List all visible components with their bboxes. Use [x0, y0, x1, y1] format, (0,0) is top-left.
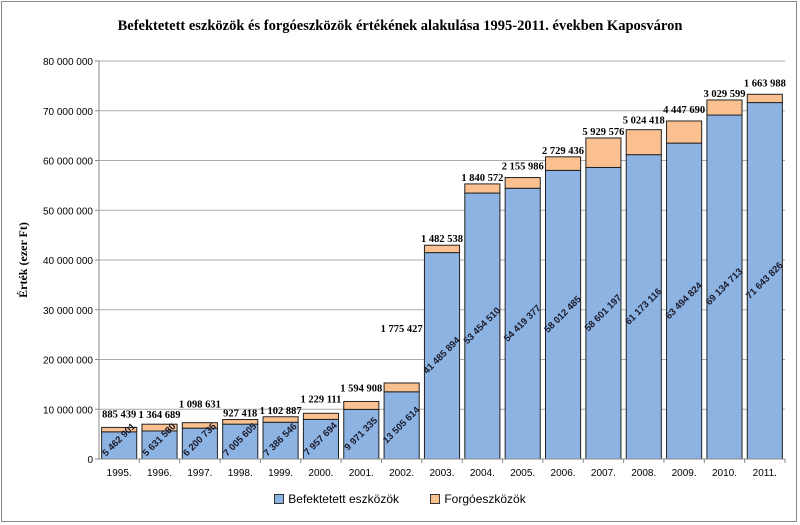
data-label-forgo: 5 024 418 — [623, 116, 665, 127]
y-tick-label: 30 000 000 — [43, 306, 93, 317]
x-tick-label: 2002. — [389, 468, 414, 479]
y-tick-label: 10 000 000 — [43, 405, 93, 416]
data-label-forgo: 1 663 988 — [744, 78, 786, 89]
bar-forgo — [706, 99, 743, 116]
x-tick-label: 2001. — [349, 468, 374, 479]
bar-befektetett — [262, 421, 299, 460]
x-tick-label: 2011. — [753, 468, 777, 479]
legend-item-befektetett: Befektetett eszközök — [274, 492, 399, 506]
y-tick-label: 0 — [87, 455, 93, 466]
bar-forgo — [504, 177, 541, 189]
data-label-forgo: 2 155 986 — [502, 162, 544, 173]
data-label-forgo: 1 482 538 — [421, 234, 463, 245]
y-axis-label: Érték (ezer Ft) — [16, 222, 30, 298]
bar-forgo — [585, 137, 622, 168]
bar-forgo — [383, 382, 420, 393]
x-tick-label: 2004. — [470, 468, 495, 479]
y-tick-label: 80 000 000 — [43, 57, 93, 68]
y-tick-label: 50 000 000 — [43, 206, 93, 217]
bar-befektetett — [101, 431, 138, 460]
bar-befektetett — [746, 102, 783, 460]
data-label-forgo: 1 229 111 — [301, 394, 342, 405]
data-label-forgo: 1 102 887 — [260, 406, 302, 417]
x-tick-label: 2006. — [551, 468, 576, 479]
data-label-forgo: 1 098 631 — [179, 400, 221, 411]
bar-forgo — [423, 244, 461, 254]
bar-befektetett — [302, 418, 339, 460]
bar-befektetett — [666, 142, 703, 460]
x-tick-label: 1995. — [107, 468, 132, 479]
chart-title: Befektetett eszközök és forgóeszközök ér… — [117, 18, 683, 34]
legend-item-forgo: Forgóeszközök — [430, 492, 526, 506]
bar-forgo — [101, 426, 138, 433]
data-label-forgo: 885 439 — [102, 409, 136, 420]
y-tick-label: 60 000 000 — [43, 157, 93, 168]
data-label-forgo: 2 729 436 — [542, 146, 584, 157]
data-label-forgo: 1 775 427 — [381, 324, 423, 335]
x-tick-label: 2003. — [429, 468, 454, 479]
x-tick-label: 2000. — [308, 468, 333, 479]
x-tick-label: 2008. — [631, 468, 656, 479]
legend-label: Befektetett eszközök — [288, 492, 399, 506]
bar-forgo — [545, 156, 582, 171]
x-tick-label: 2010. — [712, 468, 737, 479]
x-tick-label: 2005. — [510, 468, 535, 479]
x-tick-label: 2007. — [591, 468, 616, 479]
y-tick-label: 40 000 000 — [43, 256, 93, 267]
bar-forgo — [625, 129, 662, 156]
bar-forgo — [262, 416, 299, 423]
data-label-forgo: 927 418 — [223, 409, 257, 420]
data-label-forgo: 4 447 690 — [663, 105, 705, 116]
data-label-forgo: 1 594 908 — [340, 383, 382, 394]
y-tick-label: 20 000 000 — [43, 356, 93, 367]
data-label-forgo: 5 929 576 — [582, 127, 624, 138]
bar-befektetett — [141, 430, 178, 460]
x-tick-label: 1997. — [187, 468, 212, 479]
x-tick-label: 1999. — [268, 468, 293, 479]
bar-befektetett — [545, 169, 582, 460]
bar-forgo — [222, 419, 259, 425]
legend-swatch — [274, 494, 285, 504]
data-label-forgo: 3 029 599 — [703, 89, 745, 100]
bar-befektetett — [222, 423, 259, 460]
bar-forgo — [302, 412, 339, 420]
data-label-forgo: 1 840 572 — [461, 173, 503, 184]
legend: Befektetett eszközök Forgóeszközök — [0, 492, 800, 507]
legend-swatch — [430, 494, 441, 504]
bar-befektetett — [464, 192, 501, 460]
bar-forgo — [343, 400, 380, 410]
x-tick-label: 1996. — [147, 468, 172, 479]
bar-forgo — [181, 422, 218, 429]
bar-forgo — [666, 120, 703, 144]
bar-forgo — [746, 93, 783, 104]
y-tick-label: 70 000 000 — [43, 107, 93, 118]
data-label-forgo: 1 364 689 — [139, 410, 181, 421]
bar-forgo — [464, 183, 501, 194]
bar-forgo — [141, 423, 178, 432]
x-tick-label: 2009. — [672, 468, 697, 479]
x-tick-label: 1998. — [228, 468, 253, 479]
bar-befektetett — [504, 187, 541, 460]
legend-label: Forgóeszközök — [444, 492, 526, 506]
